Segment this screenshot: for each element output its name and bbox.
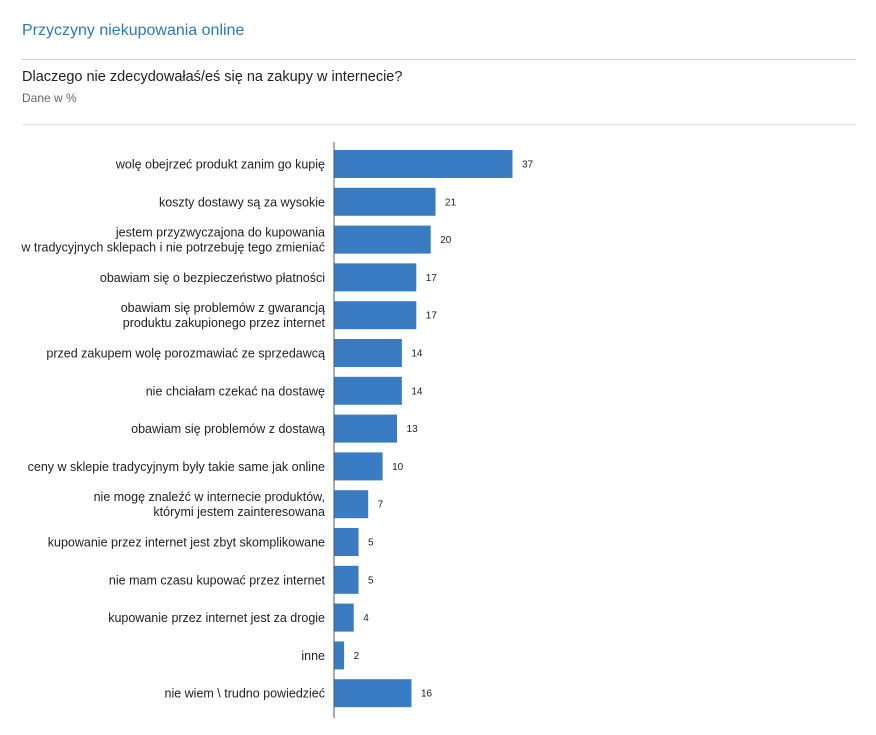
data-label: 21 bbox=[445, 197, 457, 208]
category-label: kupowanie przez internet jest za drogie bbox=[108, 611, 325, 625]
data-label: 14 bbox=[411, 386, 423, 397]
category-label: ceny w sklepie tradycyjnym były takie sa… bbox=[28, 460, 325, 474]
chart-question: Dlaczego nie zdecydowałaś/eś się na zaku… bbox=[22, 69, 403, 85]
data-label: 4 bbox=[363, 613, 369, 624]
category-label: wolę obejrzeć produkt zanim go kupię bbox=[115, 158, 325, 172]
category-label: przed zakupem wolę porozmawiać ze sprzed… bbox=[46, 347, 325, 361]
data-label: 16 bbox=[421, 689, 433, 700]
bar bbox=[334, 339, 402, 367]
bar bbox=[334, 679, 412, 708]
data-label: 17 bbox=[426, 311, 438, 322]
data-label: 5 bbox=[368, 575, 374, 586]
category-label: nie mam czasu kupować przez internet bbox=[109, 573, 326, 587]
bar bbox=[334, 301, 417, 330]
data-label: 7 bbox=[378, 500, 384, 511]
bar bbox=[334, 150, 513, 178]
category-label: koszty dostawy są za wysokie bbox=[159, 195, 325, 209]
unit-note: Dane w % bbox=[22, 91, 77, 105]
category-label: nie mogę znaleźć w internecie produktów,… bbox=[94, 490, 325, 519]
data-label: 20 bbox=[440, 235, 452, 246]
bar bbox=[334, 565, 359, 594]
bar bbox=[334, 603, 354, 632]
category-label: kupowanie przez internet jest zbyt skomp… bbox=[48, 536, 325, 550]
data-label: 2 bbox=[354, 651, 360, 662]
category-label: obawiam się o bezpieczeństwo płatności bbox=[100, 271, 325, 285]
bar bbox=[334, 452, 383, 481]
category-label: nie chciałam czekać na dostawę bbox=[146, 384, 325, 398]
bar bbox=[334, 641, 345, 670]
data-label: 5 bbox=[368, 538, 374, 549]
data-label: 17 bbox=[426, 273, 438, 284]
category-label: obawiam się problemów z gwarancją produkt… bbox=[121, 301, 326, 330]
bar bbox=[334, 414, 398, 443]
bar bbox=[334, 528, 359, 556]
page-title: Przyczyny niekupowania online bbox=[22, 22, 245, 39]
category-label: obawiam się problemów z dostawą bbox=[131, 422, 325, 436]
divider bbox=[22, 124, 856, 125]
bar bbox=[334, 187, 436, 216]
category-label: jestem przyzwyczajona do kupowania w trad… bbox=[20, 226, 325, 255]
category-label: inne bbox=[301, 649, 325, 663]
bar bbox=[334, 376, 402, 405]
bar bbox=[334, 225, 431, 254]
data-label: 14 bbox=[411, 349, 423, 360]
data-label: 10 bbox=[392, 462, 404, 473]
category-label: nie wiem \ trudno powiedzieć bbox=[165, 687, 326, 701]
bar bbox=[334, 490, 369, 519]
bar bbox=[334, 263, 417, 292]
data-label: 37 bbox=[522, 160, 534, 171]
divider bbox=[22, 59, 856, 60]
data-label: 13 bbox=[407, 424, 419, 435]
